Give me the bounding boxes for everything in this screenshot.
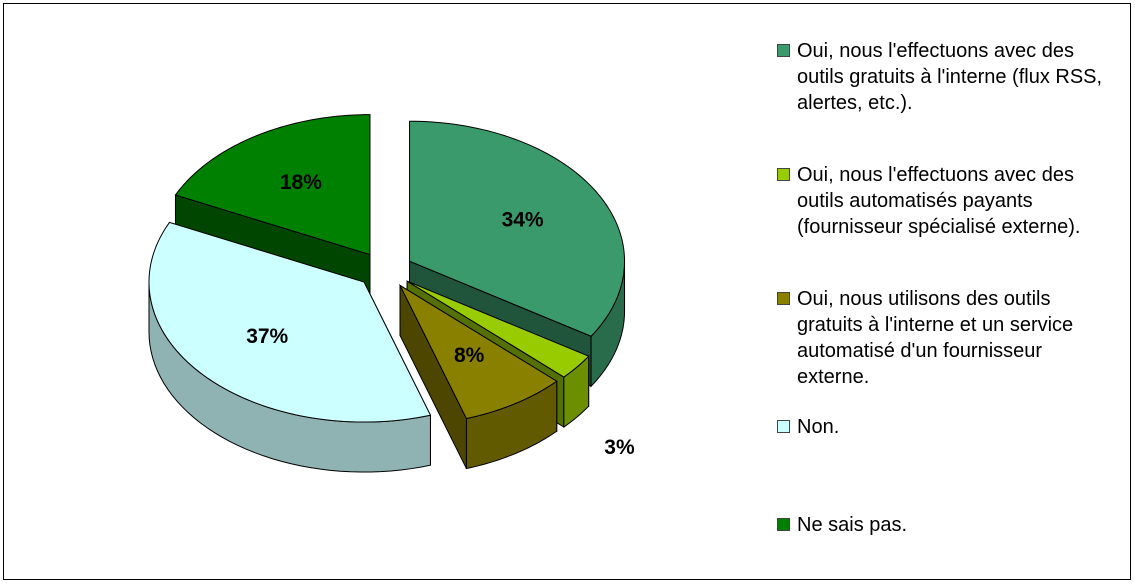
slice [174,114,371,256]
data-label: 8% [454,344,485,367]
legend-label: Oui, nous utilisons des outils gratuits … [797,288,1074,388]
legend-swatch [777,44,790,57]
legend-label: Non. [797,416,840,438]
legend-entry: Ne sais pas. [777,512,1107,538]
legend-swatch [777,292,790,305]
data-label: 3% [604,436,635,459]
legend-entry: Oui, nous utilisons des outils gratuits … [777,286,1107,390]
slice [148,221,432,473]
slice [398,284,558,470]
legend-swatch [777,168,790,181]
data-label: 18% [280,171,322,194]
legend-entry: Non. [777,414,1107,440]
data-label: 34% [502,208,544,231]
slice [398,284,558,420]
slice [409,120,626,337]
slice [406,280,590,378]
legend-swatch [777,420,790,433]
data-label: 37% [246,325,288,348]
legend-swatch [777,518,790,531]
legend-entry: Oui, nous l'effectuons avec des outils a… [777,162,1107,240]
legend-label: Ne sais pas. [797,514,908,536]
slice [148,221,432,423]
legend-entry: Oui, nous l'effectuons avec des outils g… [777,38,1107,116]
legend-label: Oui, nous l'effectuons avec des outils g… [797,40,1103,114]
legend-label: Oui, nous l'effectuons avec des outils a… [797,164,1081,238]
